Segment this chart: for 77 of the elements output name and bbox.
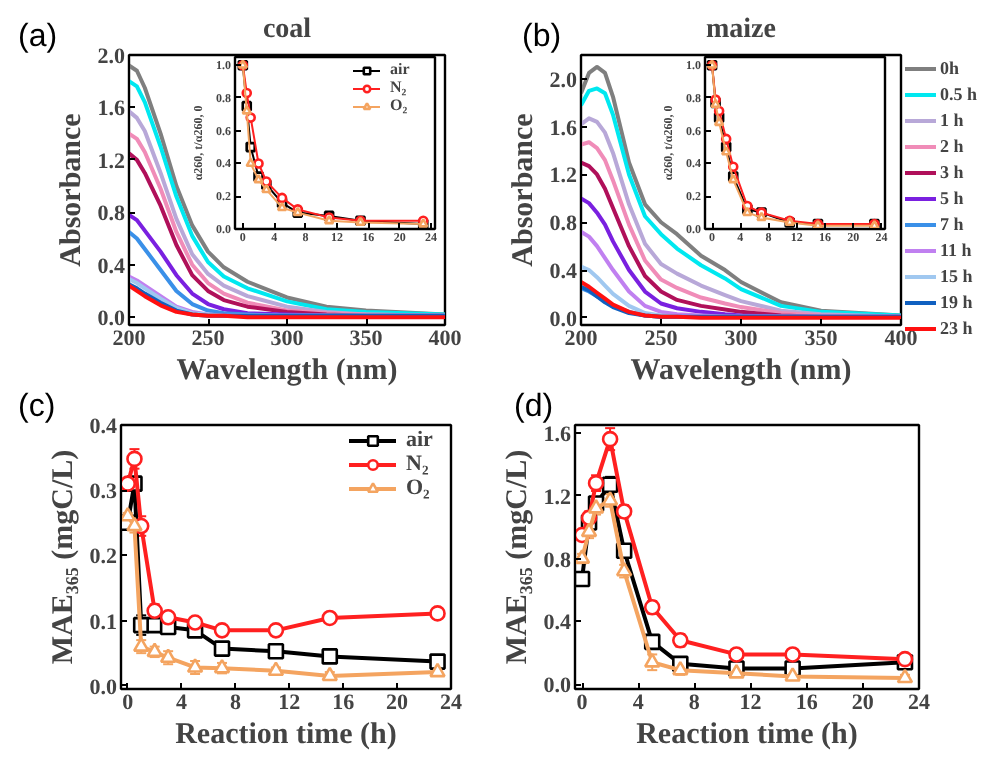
y-tick-label: 1.2 [543, 485, 572, 510]
y-tick-label: 0.0 [97, 307, 126, 332]
y-tick-label: 0.8 [97, 202, 126, 227]
y-tick-label: 1.6 [97, 97, 126, 122]
legend-label: 23 h [940, 318, 975, 338]
legend-label: air [406, 428, 435, 452]
y-tick-label: 0.8 [543, 548, 572, 573]
y-tick-label: 0.3 [89, 480, 118, 505]
y-tick-label: 1.6 [549, 116, 578, 141]
legend-label: 15 h [940, 266, 975, 286]
legend-label: 3 h [940, 162, 966, 182]
x-tick-label: 16 [795, 691, 819, 715]
x-tick-label: 24 [440, 691, 463, 715]
x-axis-title: Wavelength (nm) [630, 355, 852, 387]
y-tick-label: 0.2 [89, 545, 118, 570]
y-tick-label: 0.4 [97, 254, 126, 279]
x-tick-label: 350 [804, 327, 839, 351]
legend-label: O₂ [390, 96, 410, 114]
legend-label: N₂ [390, 78, 409, 96]
x-axis-title: Wavelength (nm) [176, 355, 398, 387]
x-tick-label: 0 [576, 691, 589, 715]
legend-label: 0h [940, 58, 962, 78]
x-tick-label: 350 [349, 327, 384, 351]
x-axis-title: Reaction time (h) [175, 719, 397, 751]
legend-label: air [390, 60, 412, 78]
x-tick-label: 8 [229, 691, 242, 715]
text: (b) [522, 18, 562, 58]
x-tick-label: 200 [564, 327, 599, 351]
x-axis-title: Reaction time (h) [636, 719, 858, 751]
y-tick-label: 0.8 [549, 212, 578, 237]
x-tick-label: 4 [176, 691, 189, 715]
y-tick-label: 0.4 [543, 611, 572, 636]
x-tick-label: 20 [851, 691, 875, 715]
y-tick-label: 0.4 [549, 260, 578, 285]
legend-label: 2 h [940, 136, 966, 156]
y-axis-title: Absorbance [55, 112, 88, 267]
y-tick-label: 1.2 [549, 164, 578, 189]
x-tick-label: 300 [724, 327, 759, 351]
y-tick-label: 2.0 [549, 68, 578, 93]
legend-label: 1 h [940, 110, 966, 130]
y-tick-label: 0.0 [89, 675, 118, 700]
chart-title: maize [706, 15, 776, 45]
y-tick-label: 0.4 [89, 415, 118, 439]
legend-label: 19 h [940, 292, 975, 312]
chart-title: coal [262, 15, 312, 45]
text: (a) [18, 18, 58, 58]
y-tick-label: 0.1 [89, 610, 117, 635]
y-tick-label: 0.0 [543, 674, 572, 699]
x-tick-label: 12 [278, 691, 302, 715]
x-tick-label: 8 [688, 691, 701, 715]
y-tick-label: 1.6 [543, 422, 572, 447]
x-tick-label: 4 [632, 691, 645, 715]
legend-label: 0.5 h [940, 84, 980, 104]
y-axis-title: MAE₃₆₅ (mgC/L) [47, 449, 80, 665]
y-tick-label: 2.0 [97, 45, 126, 69]
legend-label: O₂ [406, 476, 432, 500]
x-tick-label: 20 [386, 691, 410, 715]
x-tick-label: 250 [191, 327, 226, 351]
x-tick-label: 12 [739, 691, 763, 715]
x-tick-label: 16 [332, 691, 356, 715]
x-tick-label: 400 [428, 327, 463, 351]
legend-label: 11 h [940, 240, 974, 260]
y-tick-label: 0.0 [549, 307, 578, 332]
legend-label: 5 h [940, 188, 966, 208]
x-tick-label: 200 [112, 327, 147, 351]
x-tick-label: 300 [270, 327, 305, 351]
x-tick-label: 400 [884, 327, 919, 351]
y-axis-title: Absorbance [507, 112, 540, 267]
text: (d) [514, 388, 554, 426]
text: (c) [18, 388, 56, 428]
x-tick-label: 250 [644, 327, 679, 351]
x-tick-label: 0 [122, 691, 135, 715]
y-axis-title: MAE₃₆₅ (mgC/L) [501, 449, 534, 665]
y-tick-label: 1.2 [97, 149, 126, 174]
x-tick-label: 24 [908, 691, 931, 715]
legend-label: 7 h [940, 214, 966, 234]
legend-label: N₂ [406, 452, 431, 476]
